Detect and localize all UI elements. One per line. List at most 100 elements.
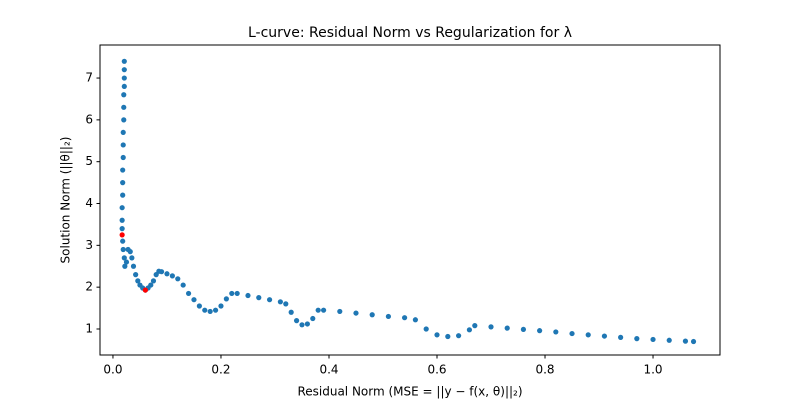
point bbox=[234, 290, 240, 297]
point bbox=[120, 129, 126, 136]
point bbox=[120, 154, 126, 161]
y-tick-label: 1 bbox=[85, 321, 93, 335]
point bbox=[120, 180, 126, 186]
point bbox=[202, 307, 208, 313]
y-tick-label: 4 bbox=[85, 196, 93, 210]
point bbox=[650, 336, 656, 343]
point bbox=[119, 226, 125, 232]
point bbox=[119, 205, 125, 211]
point bbox=[337, 308, 343, 315]
point bbox=[310, 315, 316, 322]
x-tick-label: 0.4 bbox=[319, 363, 338, 377]
point bbox=[164, 271, 170, 277]
point bbox=[229, 290, 235, 297]
point bbox=[121, 75, 127, 81]
point bbox=[130, 263, 137, 269]
point bbox=[585, 332, 591, 338]
point bbox=[169, 273, 175, 279]
x-tick-label: 0.2 bbox=[211, 363, 230, 377]
point bbox=[123, 259, 130, 265]
chart-title: L-curve: Residual Norm vs Regularization… bbox=[248, 25, 572, 41]
point bbox=[553, 329, 559, 335]
point bbox=[135, 278, 141, 284]
point bbox=[121, 92, 127, 98]
point bbox=[127, 249, 133, 255]
point bbox=[121, 58, 127, 64]
point bbox=[618, 334, 624, 340]
x-tick-label: 0.0 bbox=[103, 363, 122, 377]
point bbox=[304, 321, 310, 327]
point bbox=[120, 246, 126, 253]
plot-frame bbox=[99, 44, 721, 356]
x-tick-label: 1.0 bbox=[643, 363, 662, 377]
point bbox=[369, 312, 375, 318]
point bbox=[121, 104, 127, 110]
point bbox=[121, 255, 127, 261]
point bbox=[353, 310, 359, 316]
point bbox=[569, 330, 575, 337]
point bbox=[434, 332, 440, 338]
point bbox=[423, 326, 429, 332]
point bbox=[185, 290, 192, 297]
point bbox=[472, 323, 478, 329]
point bbox=[520, 326, 527, 333]
y-tick-label: 5 bbox=[85, 154, 93, 168]
point bbox=[175, 276, 181, 282]
y-tick-label: 6 bbox=[85, 112, 93, 126]
point bbox=[150, 278, 157, 284]
point bbox=[120, 142, 126, 148]
point bbox=[682, 338, 689, 344]
point bbox=[119, 232, 125, 238]
point bbox=[256, 295, 262, 301]
y-axis-label: Solution Norm (||θ||₂) bbox=[59, 137, 73, 264]
x-axis-label: Residual Norm (MSE = ||y − f(x, θ)||₂) bbox=[297, 385, 522, 399]
point bbox=[212, 307, 219, 313]
point bbox=[129, 255, 135, 261]
point bbox=[121, 117, 127, 123]
point bbox=[666, 337, 672, 343]
point bbox=[158, 269, 165, 275]
point bbox=[121, 83, 127, 90]
point bbox=[277, 299, 283, 305]
point bbox=[690, 338, 697, 345]
point bbox=[122, 263, 128, 269]
point bbox=[466, 327, 473, 333]
point bbox=[245, 292, 251, 299]
point bbox=[120, 192, 126, 198]
point bbox=[207, 308, 213, 315]
point bbox=[288, 309, 294, 315]
y-tick-label: 3 bbox=[85, 238, 93, 252]
point bbox=[315, 307, 321, 313]
point bbox=[223, 296, 229, 302]
x-tick-label: 0.8 bbox=[535, 363, 554, 377]
point bbox=[401, 315, 408, 321]
point bbox=[218, 303, 224, 309]
point bbox=[121, 67, 127, 73]
point bbox=[412, 317, 419, 323]
point bbox=[320, 307, 327, 313]
point bbox=[191, 297, 197, 303]
point bbox=[601, 333, 608, 339]
y-tick-label: 2 bbox=[85, 280, 93, 294]
point bbox=[488, 324, 494, 330]
point bbox=[133, 272, 139, 278]
point bbox=[196, 303, 202, 309]
point bbox=[119, 217, 125, 223]
point bbox=[299, 322, 305, 328]
point bbox=[634, 336, 640, 342]
point bbox=[445, 333, 451, 340]
point bbox=[293, 318, 300, 324]
point bbox=[504, 325, 510, 331]
point bbox=[120, 238, 126, 244]
point bbox=[283, 301, 289, 307]
y-tick-label: 7 bbox=[85, 71, 93, 85]
point bbox=[148, 282, 154, 288]
x-tick-label: 0.6 bbox=[427, 363, 446, 377]
point bbox=[120, 167, 126, 173]
point bbox=[180, 282, 186, 288]
point bbox=[537, 328, 543, 334]
point bbox=[385, 313, 391, 320]
point bbox=[142, 287, 148, 293]
